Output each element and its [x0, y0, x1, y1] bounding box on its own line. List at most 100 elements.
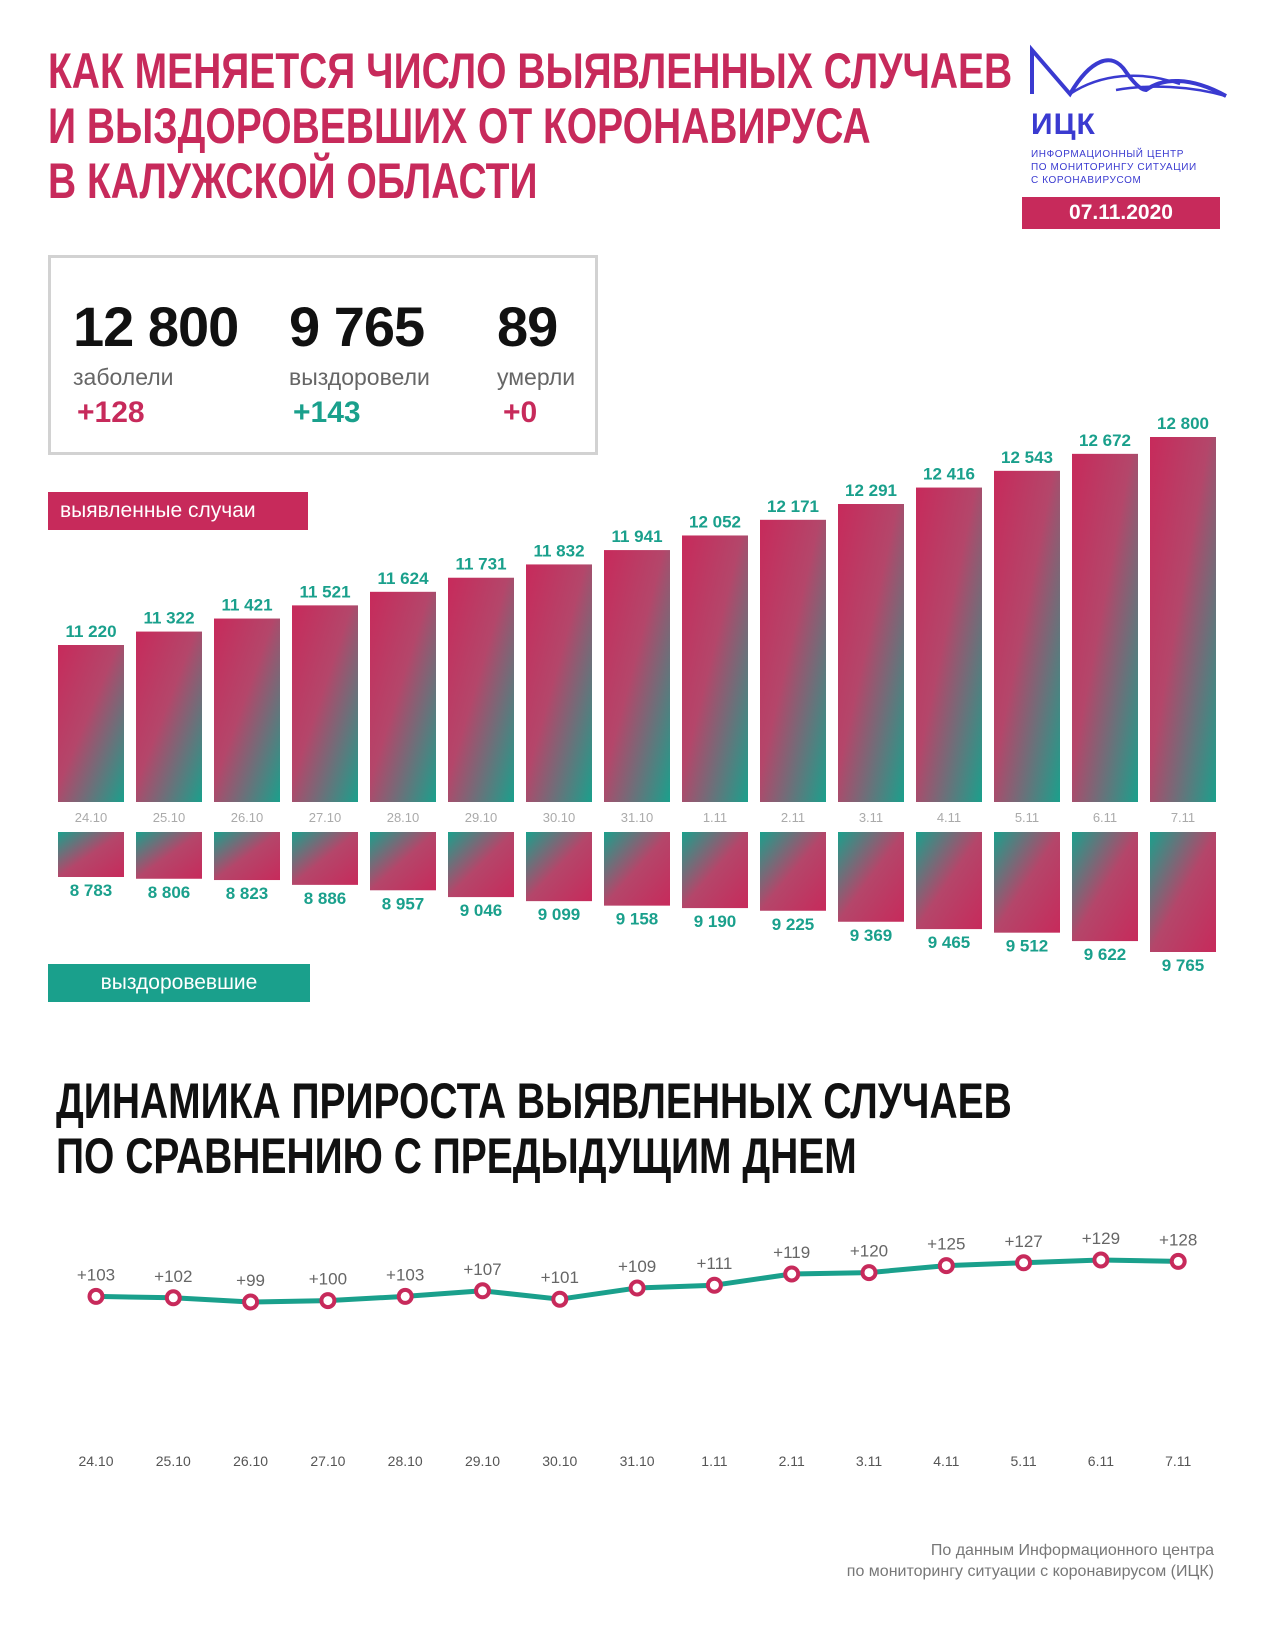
line-point — [783, 1265, 801, 1283]
bar-cases — [1150, 437, 1216, 802]
legend-recovered-tag: выздоровевшие — [48, 964, 310, 1002]
bar-recovered — [760, 832, 826, 911]
bar-label-recovered: 9 765 — [1162, 956, 1205, 975]
bar-tick-label: 6.11 — [1093, 810, 1117, 825]
page-title: КАК МЕНЯЕТСЯ ЧИСЛО ВЫЯВЛЕННЫХ СЛУЧАЕВ И … — [48, 44, 1012, 209]
bar-label-cases: 11 521 — [299, 582, 350, 601]
line-point — [705, 1276, 723, 1294]
line-point — [87, 1287, 105, 1305]
bar-tick-label: 26.10 — [231, 810, 264, 825]
line-point-label: +129 — [1082, 1229, 1120, 1248]
line-tick-label: 5.11 — [1010, 1453, 1036, 1469]
line-tick-label: 24.10 — [78, 1453, 113, 1469]
bar-label-recovered: 9 158 — [616, 910, 659, 929]
bar-recovered — [838, 832, 904, 922]
bar-label-cases: 11 731 — [455, 555, 506, 574]
stat-label: умерли — [497, 364, 576, 390]
bar-label-cases: 12 416 — [923, 465, 975, 484]
bar-recovered — [1150, 832, 1216, 952]
bar-label-recovered: 8 783 — [70, 881, 113, 900]
logo-abbr: ИЦК — [1031, 108, 1096, 141]
bar-tick-label: 25.10 — [153, 810, 186, 825]
bar-cases — [994, 470, 1060, 802]
bar-cases — [916, 487, 982, 802]
bar-label-cases: 12 291 — [845, 481, 897, 500]
bar-recovered — [58, 832, 124, 877]
bar-chart: 11 220 11 322 11 421 11 521 11 624 11 731 11 8… — [58, 414, 1216, 975]
bar-recovered — [136, 832, 202, 879]
line-point-label: +103 — [77, 1265, 115, 1284]
legend-cases-tag: выявленные случаи — [48, 492, 308, 530]
bar-cases — [760, 519, 826, 802]
bar-tick-label: 30.10 — [543, 810, 576, 825]
bar-label-cases: 12 171 — [767, 497, 819, 516]
bar-recovered — [682, 832, 748, 909]
stat-label: заболели — [73, 364, 174, 390]
line-tick-label: 6.11 — [1088, 1453, 1114, 1469]
stat-value: 89 — [497, 295, 558, 358]
bar-label-recovered: 9 369 — [850, 926, 893, 945]
line-point-label: +102 — [154, 1267, 192, 1286]
bar-label-recovered: 9 046 — [460, 901, 503, 920]
line-point — [551, 1290, 569, 1308]
bar-label-cases: 11 941 — [611, 527, 662, 546]
line-point-label: +100 — [309, 1270, 347, 1289]
bar-label-recovered: 8 823 — [226, 884, 269, 903]
bar-recovered — [994, 832, 1060, 933]
bar-tick-label: 4.11 — [937, 810, 961, 825]
line-point-label: +99 — [236, 1271, 265, 1290]
bar-recovered — [604, 832, 670, 906]
bar-cases — [682, 535, 748, 802]
stat-delta: +143 — [293, 396, 361, 429]
bar-cases — [214, 618, 280, 802]
title-line: ПО СРАВНЕНИЮ С ПРЕДЫДУЩИМ ДНЕМ — [56, 1128, 857, 1184]
bar-label-recovered: 9 099 — [538, 905, 581, 924]
bar-label-recovered: 8 806 — [148, 883, 191, 902]
line-tick-label: 30.10 — [542, 1453, 577, 1469]
stat-value: 12 800 — [73, 295, 239, 358]
line-point-label: +119 — [773, 1243, 810, 1262]
bar-tick-label: 7.11 — [1171, 810, 1195, 825]
line-point — [396, 1287, 414, 1305]
bar-cases — [526, 564, 592, 802]
line-point-label: +109 — [618, 1257, 656, 1276]
bar-tick-label: 3.11 — [859, 810, 883, 825]
line-point-label: +128 — [1159, 1230, 1197, 1249]
bar-cases — [838, 504, 904, 802]
bar-cases — [1072, 453, 1138, 802]
bar-label-cases: 12 543 — [1001, 448, 1053, 467]
line-point — [474, 1282, 491, 1300]
bar-label-recovered: 8 957 — [382, 894, 425, 913]
line-tick-label: 29.10 — [465, 1453, 500, 1469]
line-tick-label: 3.11 — [856, 1453, 882, 1469]
line-tick-label: 1.11 — [701, 1453, 727, 1469]
bar-recovered — [1072, 832, 1138, 942]
bar-cases — [58, 645, 124, 802]
line-point-label: +127 — [1004, 1232, 1042, 1251]
bar-label-cases: 11 832 — [533, 541, 584, 560]
line-tick-label: 26.10 — [233, 1453, 268, 1469]
bar-recovered — [214, 832, 280, 881]
line-tick-label: 31.10 — [620, 1453, 655, 1469]
line-point — [937, 1257, 955, 1275]
line-point — [1169, 1252, 1187, 1270]
logo-text-line: С КОРОНАВИРУСОМ — [1031, 175, 1142, 186]
bar-recovered — [370, 832, 436, 891]
source-line: По данным Информационного центра — [930, 1542, 1214, 1559]
title-line: ДИНАМИКА ПРИРОСТА ВЫЯВЛЕННЫХ СЛУЧАЕВ — [56, 1073, 1012, 1129]
line-point — [242, 1293, 260, 1311]
bar-cases — [136, 631, 202, 802]
line-point — [1015, 1254, 1033, 1272]
bar-label-cases: 11 220 — [65, 622, 116, 641]
line-point-label: +125 — [927, 1235, 965, 1254]
stat-label: выздоровели — [289, 364, 430, 390]
line-tick-label: 25.10 — [156, 1453, 191, 1469]
stat-value: 9 765 — [289, 295, 425, 358]
bar-recovered — [916, 832, 982, 930]
line-point — [164, 1289, 182, 1307]
bar-tick-label: 24.10 — [75, 810, 108, 825]
bar-cases — [448, 577, 514, 802]
title-line: КАК МЕНЯЕТСЯ ЧИСЛО ВЫЯВЛЕННЫХ СЛУЧАЕВ — [48, 43, 1013, 99]
bar-label-recovered: 9 512 — [1006, 937, 1049, 956]
